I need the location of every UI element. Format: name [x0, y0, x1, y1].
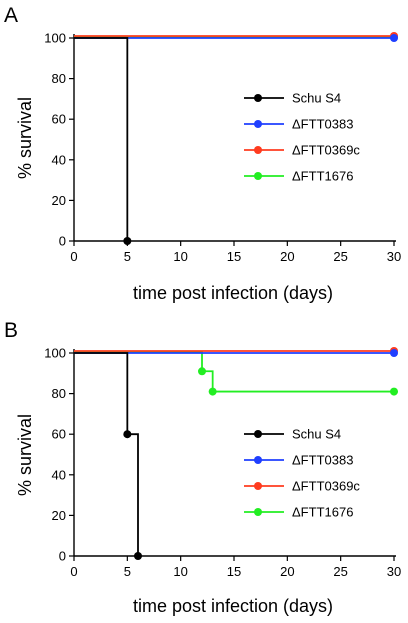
legend-label-ftt1676: ΔFTT1676: [292, 169, 353, 184]
legend-swatch-marker: [254, 120, 262, 128]
x-tick-label: 10: [173, 249, 187, 264]
series-layer-a: [74, 32, 398, 245]
legend-label-ftt0383: ΔFTT0383: [292, 453, 353, 468]
x-tick-label: 20: [280, 249, 294, 264]
series-line-ftt1676: [74, 351, 394, 393]
series-marker-schu-s4: [123, 237, 132, 245]
legend-swatch-marker: [254, 430, 262, 438]
y-axis-label-b: % survival: [15, 414, 35, 496]
y-axis-label-a: % survival: [15, 97, 35, 179]
x-tick-label: 0: [70, 249, 77, 264]
series-marker-ftt1676: [198, 367, 206, 376]
series-marker-schu-s4: [123, 430, 132, 439]
x-tick-label: 10: [173, 564, 187, 579]
series-marker-ftt0383: [390, 34, 398, 42]
panel-b: B % survival time post infection (days) …: [4, 319, 401, 616]
x-axis-label-b: time post infection (days): [133, 596, 333, 616]
series-marker-ftt0383: [390, 349, 398, 357]
y-tick-label: 60: [52, 112, 66, 127]
legend-swatch-marker: [254, 172, 262, 180]
legend-b: Schu S4 ΔFTT0383 ΔFTT0369c ΔFTT1676: [244, 427, 360, 520]
legend-swatch-marker: [254, 146, 262, 154]
y-tick-label: 100: [44, 346, 66, 361]
x-tick-label: 25: [333, 249, 347, 264]
series-layer-b: [74, 347, 398, 560]
legend-label-schu-s4: Schu S4: [292, 91, 341, 106]
series-marker-ftt1676: [208, 387, 217, 396]
axes-a: [73, 34, 396, 242]
y-tick-label: 20: [52, 193, 66, 208]
y-tick-label: 100: [44, 31, 66, 46]
x-tick-label: 30: [387, 249, 401, 264]
series-marker-ftt1676: [390, 387, 398, 396]
y-tick-label: 40: [52, 152, 66, 167]
x-axis-label-a: time post infection (days): [133, 283, 333, 303]
x-tick-label: 0: [70, 564, 77, 579]
y-tick-label: 0: [59, 234, 66, 249]
x-tick-label: 30: [387, 564, 401, 579]
panel-a: A % survival time post infection (days) …: [4, 4, 401, 303]
panel-letter-a: A: [4, 4, 18, 27]
y-tick-label: 0: [59, 549, 66, 564]
x-tick-label: 20: [280, 564, 294, 579]
x-tick-label: 15: [227, 564, 241, 579]
y-tick-label: 80: [52, 71, 66, 86]
y-tick-label: 40: [52, 467, 66, 482]
series-line-schu-s4: [74, 37, 129, 241]
ticks-a: 0 20 40 60 80 100 0 5 10 15 20 25 30: [44, 31, 401, 265]
x-tick-label: 5: [124, 249, 131, 264]
x-tick-label: 5: [124, 564, 131, 579]
legend-label-ftt0369c: ΔFTT0369c: [292, 143, 360, 158]
legend-a: Schu S4 ΔFTT0383 ΔFTT0369c ΔFTT1676: [244, 91, 360, 184]
y-tick-label: 60: [52, 427, 66, 442]
legend-swatch-marker: [254, 482, 262, 490]
x-tick-label: 15: [227, 249, 241, 264]
legend-label-schu-s4: Schu S4: [292, 427, 341, 442]
series-marker-schu-s4: [134, 552, 142, 560]
legend-swatch-marker: [254, 456, 262, 464]
series-line-schu-s4: [74, 352, 139, 556]
legend-swatch-marker: [254, 508, 262, 516]
legend-label-ftt0383: ΔFTT0383: [292, 117, 353, 132]
legend-label-ftt0369c: ΔFTT0369c: [292, 479, 360, 494]
legend-swatch-marker: [254, 94, 262, 102]
x-tick-label: 25: [333, 564, 347, 579]
legend-label-ftt1676: ΔFTT1676: [292, 505, 353, 520]
panel-letter-b: B: [4, 319, 18, 342]
y-tick-label: 80: [52, 386, 66, 401]
ticks-b: 0 20 40 60 80 100 0 5 10 15 20 25 30: [44, 346, 401, 580]
y-tick-label: 20: [52, 508, 66, 523]
